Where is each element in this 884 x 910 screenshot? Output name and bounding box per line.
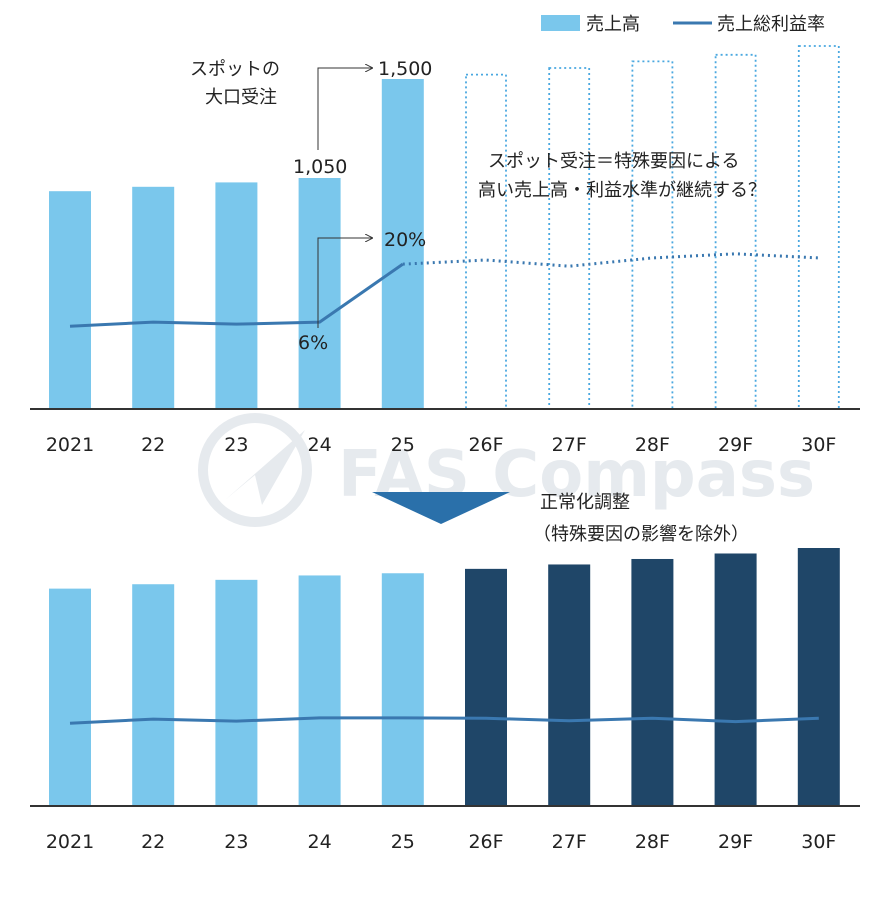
x-tick-25: 25 <box>391 434 415 456</box>
x-tick-27F: 27F <box>552 434 587 456</box>
bar-28F <box>631 60 674 410</box>
bar-30F <box>797 548 840 806</box>
bar-2021 <box>49 588 91 806</box>
bar-25 <box>381 573 424 806</box>
bar-27F <box>548 67 591 410</box>
bar-23 <box>215 182 258 409</box>
margin-jump-connector <box>317 238 372 328</box>
x-tick-26F: 26F <box>468 831 503 853</box>
legend: 売上高 売上総利益率 <box>541 14 825 35</box>
bar-2021 <box>49 191 91 409</box>
bottom-x-tick-labels: 2021 22 23 24 25 26F 27F 28F 29F 30F <box>46 831 837 853</box>
bar-jump-connector <box>317 68 372 150</box>
bar-22 <box>132 186 175 409</box>
x-tick-24: 24 <box>308 434 332 456</box>
bar-27F <box>548 564 591 806</box>
x-tick-30F: 30F <box>801 831 836 853</box>
bar-label-24: 1,050 <box>293 156 347 178</box>
bar-label-25: 1,500 <box>378 58 432 80</box>
x-tick-27F: 27F <box>552 831 587 853</box>
x-tick-25: 25 <box>391 831 415 853</box>
legend-bar-swatch <box>541 15 580 31</box>
x-tick-28F: 28F <box>635 434 670 456</box>
bar-26F <box>465 73 507 410</box>
bar-29F <box>714 53 757 410</box>
x-tick-28F: 28F <box>635 831 670 853</box>
line-label-25: 20% <box>384 229 426 251</box>
spot-annotation-line2: 大口受注 <box>205 87 277 108</box>
bar-24 <box>298 178 341 409</box>
bar-29F <box>714 553 757 806</box>
normalize-annotation-line2: （特殊要因の影響を除外） <box>533 524 749 545</box>
bottom-bar-series <box>49 548 840 806</box>
legend-bar-label: 売上高 <box>586 14 640 35</box>
watermark: FAS Compass <box>198 413 815 527</box>
legend-line-label: 売上総利益率 <box>717 14 825 35</box>
bar-25 <box>381 79 424 409</box>
x-tick-22: 22 <box>141 434 165 456</box>
bar-23 <box>215 579 258 806</box>
bar-30F <box>797 45 840 410</box>
x-tick-23: 23 <box>224 831 248 853</box>
x-tick-23: 23 <box>224 434 248 456</box>
bar-28F <box>631 558 674 806</box>
x-tick-2021: 2021 <box>46 434 94 456</box>
x-tick-29F: 29F <box>718 831 753 853</box>
normalize-annotation-line1: 正常化調整 <box>540 492 630 513</box>
adjustment-arrow-icon <box>372 492 510 524</box>
bar-22 <box>132 584 175 806</box>
x-tick-2021: 2021 <box>46 831 94 853</box>
bottom-margin-line <box>69 716 819 725</box>
watermark-compass-icon <box>198 413 312 527</box>
bar-24 <box>298 575 341 806</box>
question-annotation-line1: スポット受注＝特殊要因による <box>488 151 739 172</box>
x-tick-29F: 29F <box>718 434 753 456</box>
top-margin-line-actual <box>69 262 404 328</box>
spot-annotation-line1: スポットの <box>190 59 280 80</box>
bar-26F <box>465 568 507 806</box>
x-tick-22: 22 <box>141 831 165 853</box>
top-bar-series <box>49 45 840 410</box>
top-x-tick-labels: 2021 22 23 24 25 26F 27F 28F 29F 30F <box>46 434 837 456</box>
x-tick-26F: 26F <box>468 434 503 456</box>
line-label-24: 6% <box>298 332 328 354</box>
watermark-needle-icon <box>225 430 305 505</box>
x-tick-30F: 30F <box>801 434 836 456</box>
question-annotation-line2: 高い売上高・利益水準が継続する？ <box>478 180 766 201</box>
x-tick-24: 24 <box>308 831 332 853</box>
